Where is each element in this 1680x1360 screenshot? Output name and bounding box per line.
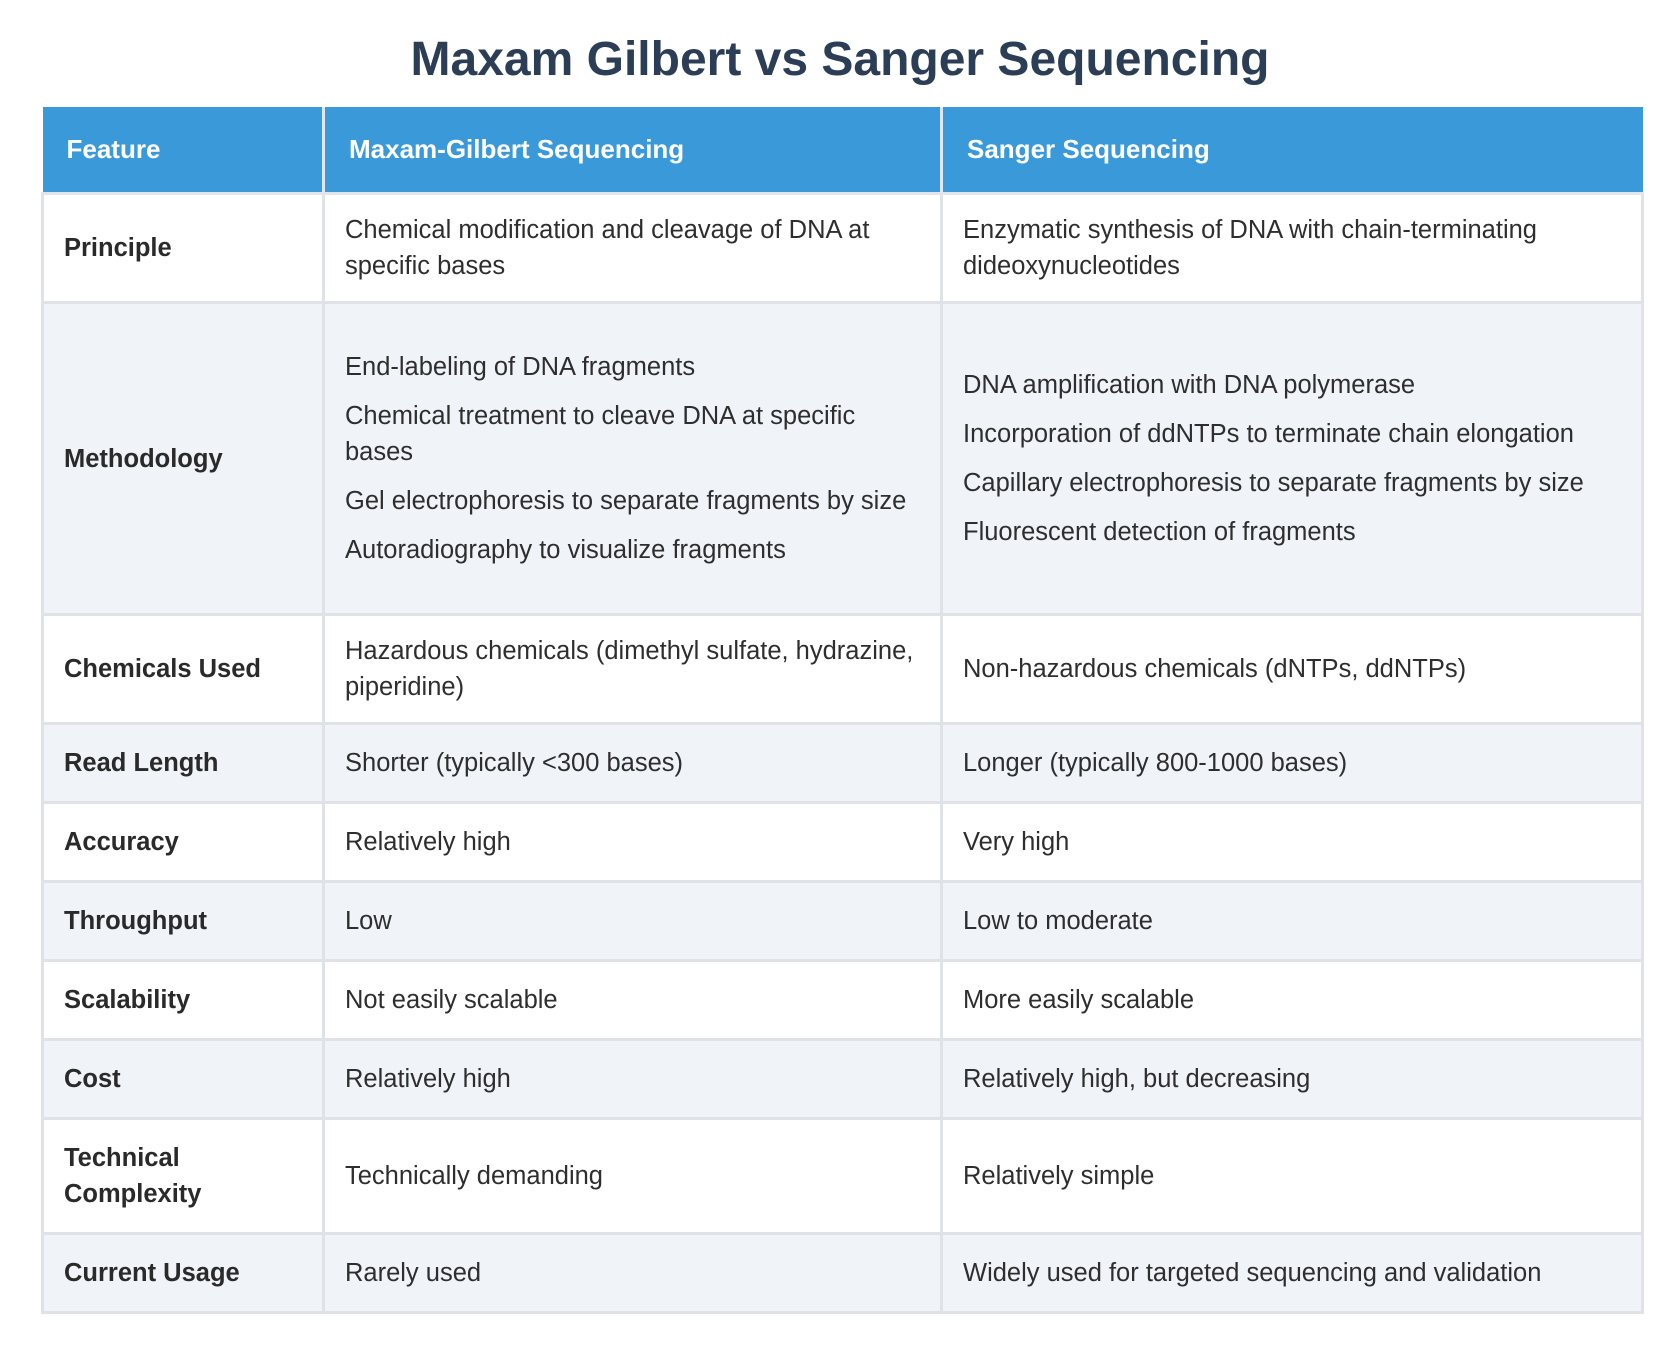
header-maxam-gilbert: Maxam-Gilbert Sequencing [322,107,943,195]
feature-cell: Technical Complexity [41,1117,325,1235]
header-feature: Feature [42,107,325,195]
list-item: Fluorescent detection of fragments [963,518,1356,546]
maxam-cell: Technically demanding [322,1117,943,1235]
maxam-cell: Relatively high [322,1038,943,1120]
table-body: Principle Chemical modification and clea… [41,192,1644,1314]
sanger-cell: Relatively high, but decreasing [940,1038,1644,1120]
maxam-cell: Relatively high [322,801,943,883]
page-title: Maxam Gilbert vs Sanger Sequencing [410,33,1270,86]
sanger-cell: Very high [940,801,1644,883]
feature-cell: Current Usage [41,1232,325,1314]
list-item: Autoradiography to visualize fragments [345,536,786,564]
feature-cell: Cost [41,1038,325,1120]
maxam-method-list: End-labeling of DNA fragments Chemical t… [345,349,920,568]
sanger-cell: Non-hazardous chemicals (dNTPs, ddNTPs) [940,613,1644,725]
header-row: Feature Maxam-Gilbert Sequencing Sanger … [42,107,1643,195]
sanger-method-list: DNA amplification with DNA polymerase In… [963,367,1621,550]
list-item: Chemical treatment to cleave DNA at spec… [345,402,856,466]
maxam-cell: Chemical modification and cleavage of DN… [322,192,943,304]
sanger-cell: Relatively simple [940,1117,1644,1235]
feature-cell: Methodology [41,301,325,616]
maxam-cell: Not easily scalable [322,959,943,1041]
sanger-cell: Widely used for targeted sequencing and … [940,1232,1644,1314]
table-header: Feature Maxam-Gilbert Sequencing Sanger … [42,107,1643,195]
maxam-cell: Low [322,880,943,962]
sanger-cell: Enzymatic synthesis of DNA with chain-te… [940,192,1644,304]
sanger-cell: DNA amplification with DNA polymerase In… [940,301,1644,616]
header-sanger: Sanger Sequencing [940,107,1643,195]
table-row: Throughput Low Low to moderate [41,880,1644,962]
sanger-cell: Low to moderate [940,880,1644,962]
feature-cell: Principle [41,192,325,304]
feature-cell: Accuracy [41,801,325,883]
maxam-cell: End-labeling of DNA fragments Chemical t… [322,301,943,616]
table-row: Read Length Shorter (typically <300 base… [41,722,1644,804]
comparison-table: Feature Maxam-Gilbert Sequencing Sanger … [41,107,1644,1314]
feature-cell: Chemicals Used [41,613,325,725]
table-row: Methodology End-labeling of DNA fragment… [41,301,1644,616]
maxam-cell: Rarely used [322,1232,943,1314]
table-row: Current Usage Rarely used Widely used fo… [41,1232,1644,1314]
list-item: Gel electrophoresis to separate fragment… [345,487,907,515]
comparison-table-container: Feature Maxam-Gilbert Sequencing Sanger … [41,107,1644,1314]
sanger-cell: More easily scalable [940,959,1644,1041]
table-row: Cost Relatively high Relatively high, bu… [41,1038,1644,1120]
list-item: Capillary electrophoresis to separate fr… [963,469,1584,497]
feature-cell: Scalability [41,959,325,1041]
sanger-cell: Longer (typically 800-1000 bases) [940,722,1644,804]
list-item: Incorporation of ddNTPs to terminate cha… [963,420,1574,448]
table-row: Technical Complexity Technically demandi… [41,1117,1644,1235]
feature-cell: Throughput [41,880,325,962]
list-item: DNA amplification with DNA polymerase [963,371,1416,399]
table-row: Accuracy Relatively high Very high [41,801,1644,883]
feature-cell: Read Length [41,722,325,804]
table-row: Scalability Not easily scalable More eas… [41,959,1644,1041]
table-row: Principle Chemical modification and clea… [41,192,1644,304]
maxam-cell: Hazardous chemicals (dimethyl sulfate, h… [322,613,943,725]
maxam-cell: Shorter (typically <300 bases) [322,722,943,804]
list-item: End-labeling of DNA fragments [345,353,696,381]
table-row: Chemicals Used Hazardous chemicals (dime… [41,613,1644,725]
